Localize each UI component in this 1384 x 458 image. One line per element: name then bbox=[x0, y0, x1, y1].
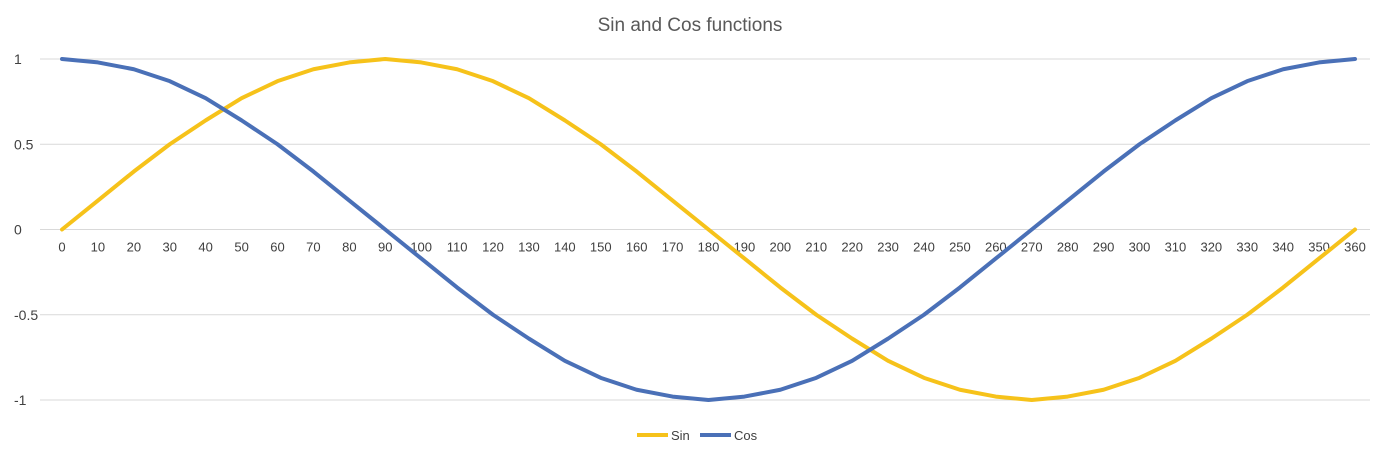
x-tick-label: 340 bbox=[1272, 240, 1294, 255]
y-tick-label: 0.5 bbox=[14, 136, 34, 152]
x-tick-label: 200 bbox=[769, 240, 791, 255]
x-tick-label: 170 bbox=[662, 240, 684, 255]
chart-title: Sin and Cos functions bbox=[598, 15, 783, 36]
x-tick-label: 130 bbox=[518, 240, 540, 255]
x-tick-label: 0 bbox=[58, 240, 65, 255]
x-tick-label: 320 bbox=[1200, 240, 1222, 255]
sin-series-line bbox=[60, 57, 1357, 402]
x-tick-label: 300 bbox=[1129, 240, 1151, 255]
x-tick-label: 230 bbox=[877, 240, 899, 255]
x-tick-label: 90 bbox=[378, 240, 392, 255]
x-tick-label: 190 bbox=[734, 240, 756, 255]
x-tick-label: 280 bbox=[1057, 240, 1079, 255]
y-tick-labels: 1 0.5 0 -0.5 -1 bbox=[14, 51, 38, 408]
y-tick-label: -1 bbox=[14, 392, 27, 408]
x-tick-label: 160 bbox=[626, 240, 648, 255]
x-tick-label: 290 bbox=[1093, 240, 1115, 255]
x-tick-label: 350 bbox=[1308, 240, 1330, 255]
x-tick-label: 310 bbox=[1165, 240, 1187, 255]
x-tick-label: 150 bbox=[590, 240, 612, 255]
series-lines bbox=[60, 57, 1357, 402]
x-tick-label: 330 bbox=[1236, 240, 1258, 255]
y-tick-label: 0 bbox=[14, 222, 22, 238]
x-tick-label: 250 bbox=[949, 240, 971, 255]
x-tick-label: 110 bbox=[447, 240, 468, 255]
y-gridlines bbox=[40, 58, 1370, 401]
x-tick-label: 80 bbox=[342, 240, 356, 255]
x-tick-label: 50 bbox=[234, 240, 248, 255]
legend: Sin Cos bbox=[637, 428, 758, 443]
x-tick-label: 20 bbox=[127, 240, 141, 255]
y-tick-label: -0.5 bbox=[14, 307, 38, 323]
x-tick-label: 70 bbox=[306, 240, 320, 255]
x-tick-label: 120 bbox=[482, 240, 504, 255]
cos-legend-label: Cos bbox=[734, 428, 758, 443]
x-tick-label: 270 bbox=[1021, 240, 1043, 255]
cos-series-line bbox=[60, 57, 1357, 402]
x-tick-label: 140 bbox=[554, 240, 576, 255]
x-tick-labels: 0 10 20 30 40 50 60 70 80 90 100 110 120 130 140 150 160… bbox=[58, 240, 1365, 255]
x-tick-label: 360 bbox=[1344, 240, 1366, 255]
x-tick-label: 240 bbox=[913, 240, 935, 255]
x-tick-label: 40 bbox=[198, 240, 212, 255]
x-tick-label: 60 bbox=[270, 240, 284, 255]
x-tick-label: 100 bbox=[410, 240, 432, 255]
x-tick-label: 10 bbox=[91, 240, 105, 255]
x-tick-label: 260 bbox=[985, 240, 1007, 255]
x-tick-label: 210 bbox=[805, 240, 827, 255]
x-tick-label: 30 bbox=[163, 240, 177, 255]
sin-legend-label: Sin bbox=[671, 428, 690, 443]
x-tick-label: 180 bbox=[698, 240, 720, 255]
x-tick-label: 220 bbox=[841, 240, 863, 255]
y-tick-label: 1 bbox=[14, 51, 22, 67]
